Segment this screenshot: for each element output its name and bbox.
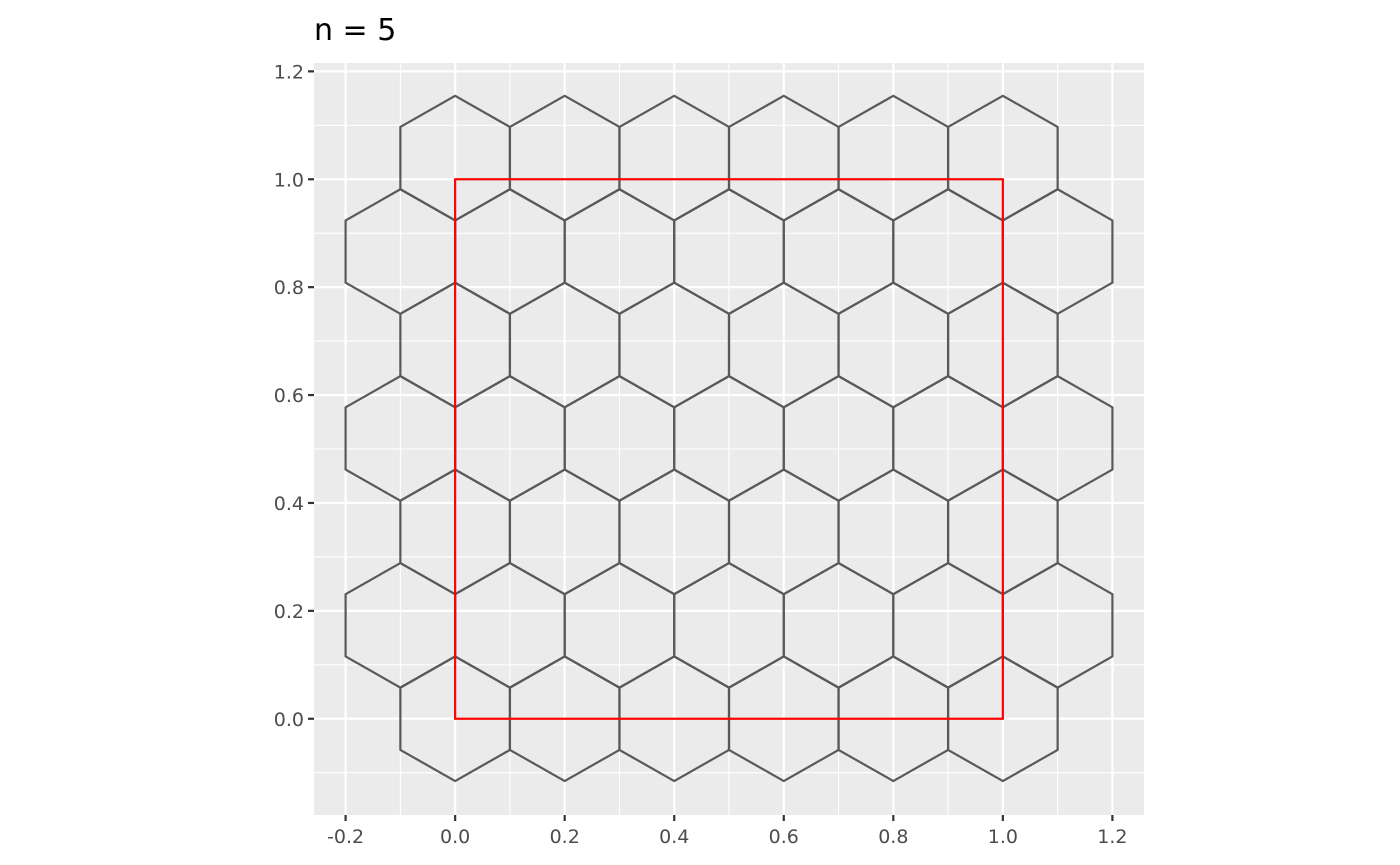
x-tick-label: 0.8 xyxy=(878,826,908,848)
x-axis: -0.2 0.0 0.2 0.4 0.6 0.8 1.0 1.2 xyxy=(327,815,1128,848)
chart-title: n = 5 xyxy=(314,13,396,48)
y-tick-label: 0.8 xyxy=(274,277,304,299)
y-tick-label: 1.0 xyxy=(274,169,304,191)
y-tick-label: 1.2 xyxy=(274,61,304,83)
y-tick-label: 0.0 xyxy=(274,709,304,731)
y-tick-label: 0.4 xyxy=(274,493,304,515)
y-tick-label: 0.6 xyxy=(274,385,304,407)
x-tick-label: 0.6 xyxy=(769,826,799,848)
x-tick-label: 1.2 xyxy=(1097,826,1127,848)
y-tick-label: 0.2 xyxy=(274,601,304,623)
y-axis: 0.0 0.2 0.4 0.6 0.8 1.0 1.2 xyxy=(274,61,314,731)
x-tick-label: 0.4 xyxy=(659,826,689,848)
boundary-square xyxy=(454,178,1004,720)
boundary-layer xyxy=(454,178,1004,720)
x-tick-label: 0.2 xyxy=(550,826,580,848)
x-tick-label: 0.0 xyxy=(440,826,470,848)
x-tick-label: 1.0 xyxy=(988,826,1018,848)
x-tick-label: -0.2 xyxy=(327,826,364,848)
